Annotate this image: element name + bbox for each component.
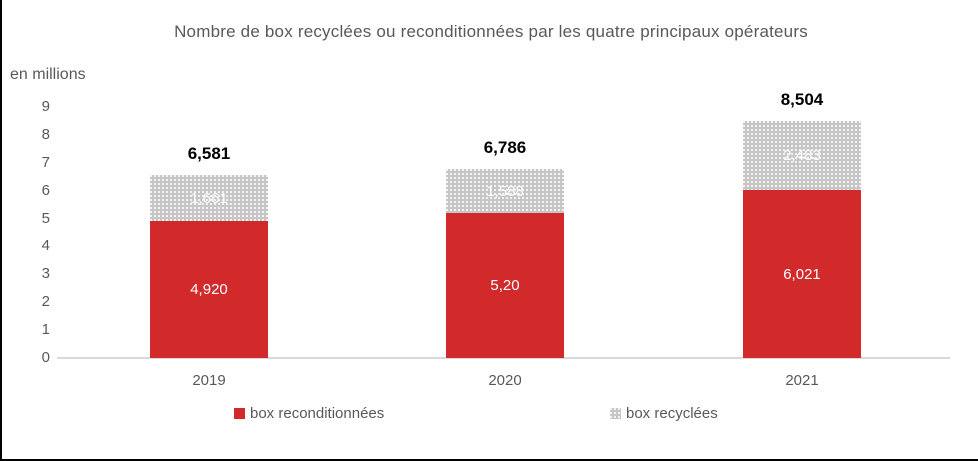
legend-item-recyclees: box recyclées (610, 404, 718, 422)
legend-label: box recyclées (626, 404, 718, 422)
bar-segment-reconditionnees: 5,20 (446, 213, 564, 358)
y-axis-tick-label: 7 (41, 153, 50, 171)
bar-segment-recyclees: 1,661 (150, 175, 268, 221)
legend-swatch-icon (234, 407, 245, 419)
legend-swatch-icon (610, 407, 621, 419)
y-axis-tick-label: 4 (41, 237, 50, 255)
bar-total-label: 8,504 (780, 90, 824, 109)
bar-segment-value-label: 5,20 (490, 277, 520, 294)
bar-segment-value-label: 4,920 (190, 281, 228, 298)
legend-label: box reconditionnées (250, 404, 385, 422)
bar-total-label: 6,581 (187, 144, 231, 163)
x-axis-line (57, 357, 950, 359)
y-axis-tick-label: 2 (41, 293, 50, 311)
y-axis-tick-label: 0 (41, 349, 50, 366)
y-axis-tick-label: 3 (41, 265, 50, 283)
bar-total-label: 6,786 (483, 138, 527, 157)
x-axis-category-label: 2021 (785, 372, 819, 389)
legend-item-reconditionnees: box reconditionnées (234, 404, 384, 422)
bar-segment-value-label: 1,588 (486, 182, 524, 200)
x-axis-category-label: 2020 (488, 372, 522, 389)
bar-segment-reconditionnees: 4,920 (150, 221, 268, 358)
y-axis-tick-label: 6 (41, 181, 50, 199)
axis-unit-label: en millions (10, 66, 86, 83)
x-axis-category-label: 2019 (192, 372, 226, 389)
bar-segment-value-label: 2,483 (783, 147, 821, 164)
bar-segment-reconditionnees: 6,021 (743, 190, 861, 358)
y-axis-tick-label: 9 (41, 98, 50, 115)
bar-segment-recyclees: 2,483 (743, 121, 861, 190)
y-axis-tick-label: 8 (41, 125, 50, 143)
bar-segment-value-label: 6,021 (783, 265, 821, 283)
bar-segment-recyclees: 1,588 (446, 169, 564, 213)
bar-segment-value-label: 1,661 (190, 189, 228, 207)
y-axis-tick-label: 1 (41, 321, 50, 339)
y-axis-tick-label: 5 (41, 209, 50, 227)
chart-title: Nombre de box recyclées ou reconditionné… (174, 22, 808, 41)
